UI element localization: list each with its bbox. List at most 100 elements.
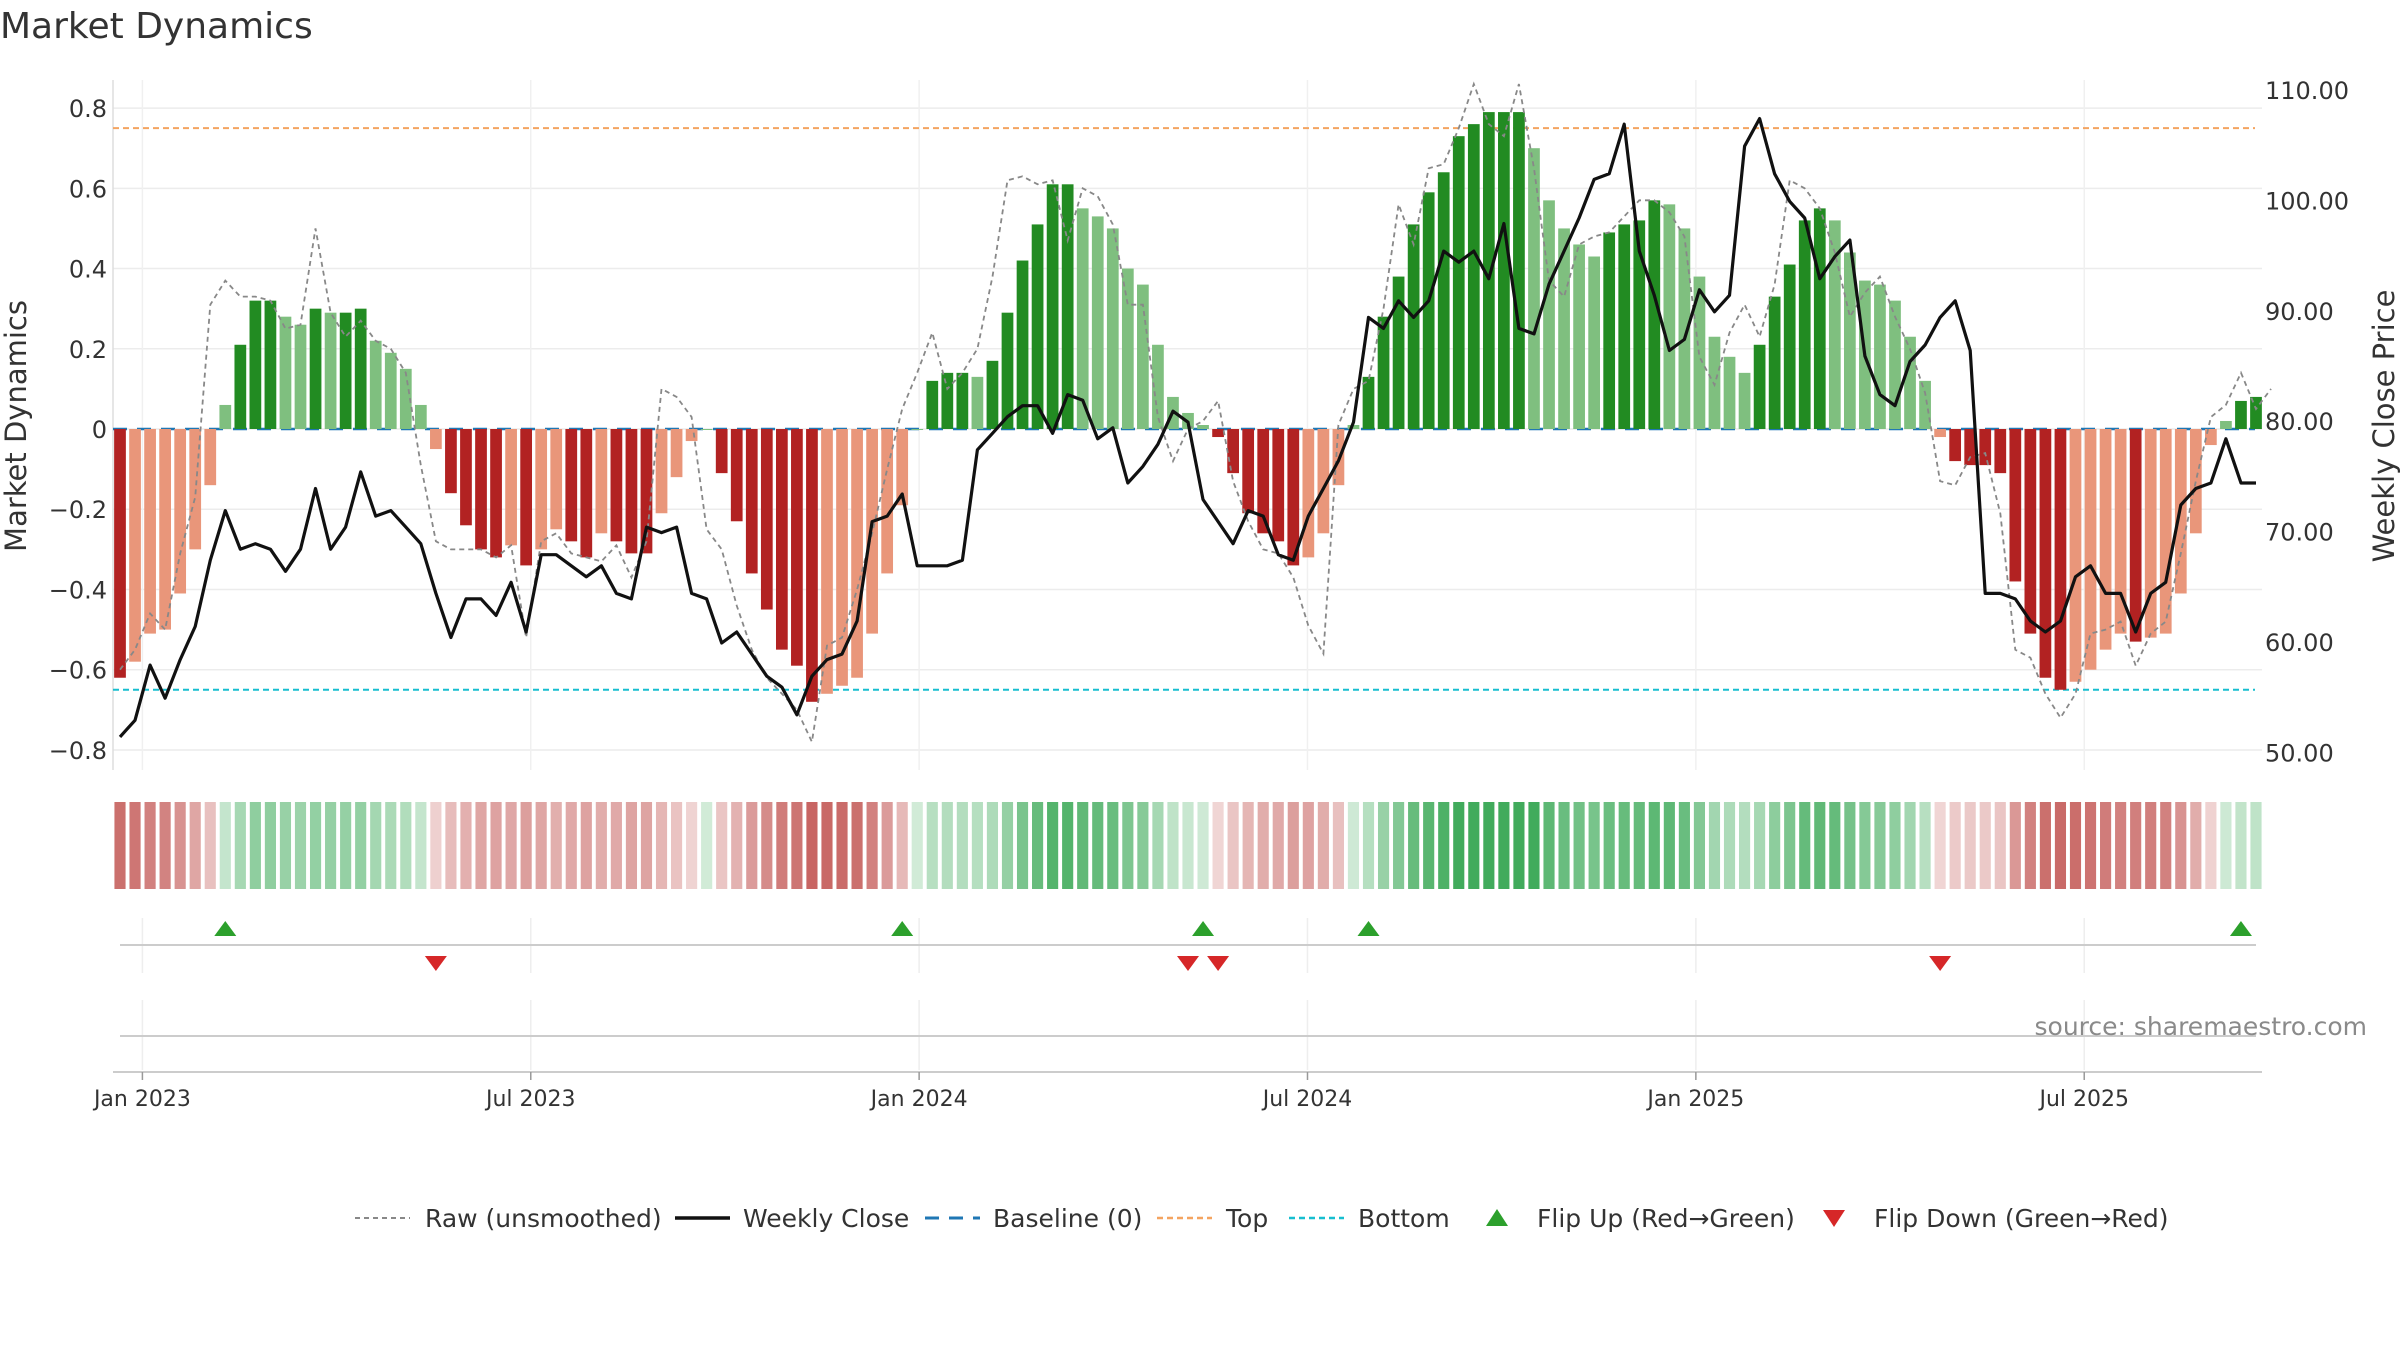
- dynamics-bar: [174, 429, 187, 594]
- dynamics-bar: [1573, 244, 1585, 430]
- heat-cell: [1784, 802, 1796, 889]
- dynamics-bar: [926, 380, 939, 430]
- heat-cell: [2009, 802, 2021, 889]
- heat-cell: [1904, 802, 1916, 889]
- dynamics-bar: [505, 429, 517, 546]
- heat-cell: [1543, 802, 1555, 889]
- x-tick-label: Jan 2024: [869, 1087, 968, 1112]
- heat-cell: [701, 802, 713, 889]
- legend-swatch: [1823, 1210, 1845, 1227]
- dynamics-bar: [1949, 429, 1962, 462]
- flip-markers-panel: [120, 918, 2256, 973]
- left-tick-label: 0.6: [69, 175, 107, 203]
- legend-item: Top: [1157, 1204, 1268, 1233]
- heat-cell: [776, 802, 788, 889]
- heat-cell: [159, 802, 171, 889]
- dynamics-bar: [836, 429, 848, 686]
- heat-cell: [746, 802, 758, 889]
- heat-cell: [430, 802, 442, 889]
- dynamics-bar: [625, 429, 638, 554]
- heat-cell: [881, 802, 893, 889]
- heat-cell: [2130, 802, 2142, 889]
- heat-cell: [1032, 802, 1044, 889]
- legend-label: Weekly Close: [743, 1204, 909, 1233]
- dynamics-bar: [369, 340, 382, 430]
- heat-cell: [791, 802, 803, 889]
- legend: Raw (unsmoothed) Weekly Close Baseline (0)…: [355, 1204, 2169, 1233]
- heat-cell: [2024, 802, 2036, 889]
- dynamics-bar: [1979, 429, 1992, 466]
- heat-cell: [535, 802, 547, 889]
- heat-cell: [219, 802, 231, 889]
- heat-cell: [565, 802, 577, 889]
- weekly-close-line: [118, 116, 2256, 738]
- dynamics-bar: [2220, 420, 2232, 430]
- dynamics-bar: [475, 429, 487, 550]
- heat-cell: [1663, 802, 1675, 889]
- heat-cell: [716, 802, 728, 889]
- dynamics-bar: [490, 429, 502, 558]
- right-axis-label: Weekly Close Price: [2367, 290, 2400, 563]
- legend-swatch: [1486, 1209, 1508, 1226]
- heat-cell: [1693, 802, 1706, 889]
- dynamics-bar: [1046, 184, 1059, 430]
- dynamics-bar: [1287, 429, 1300, 566]
- heat-cell: [866, 802, 878, 889]
- heat-cell: [1708, 802, 1721, 889]
- right-tick-label: 70.00: [2265, 519, 2334, 547]
- legend-item: Flip Up (Red→Green): [1486, 1204, 1795, 1233]
- dynamics-bar: [595, 429, 608, 534]
- flip-down-marker: [1207, 956, 1230, 971]
- heat-cell: [129, 802, 141, 889]
- dynamics-bar: [1091, 216, 1104, 430]
- heat-cell: [2069, 802, 2082, 889]
- dynamics-bars: [114, 112, 2262, 702]
- heat-cell: [204, 802, 216, 889]
- heat-cell: [851, 802, 863, 889]
- left-tick-label: 0: [92, 416, 107, 444]
- heat-cell: [1453, 802, 1465, 889]
- left-axis-label: Market Dynamics: [0, 300, 33, 552]
- source-note: source: sharemaestro.com: [2035, 1012, 2368, 1041]
- raw-line: [119, 81, 2272, 745]
- dynamics-bar: [1407, 224, 1420, 430]
- dynamics-bar: [2159, 429, 2172, 634]
- dynamics-bar: [2189, 429, 2202, 534]
- heat-cell: [1062, 802, 1074, 889]
- heat-cell: [1949, 802, 1961, 889]
- heat-cell: [1814, 802, 1826, 889]
- heat-cell: [1723, 802, 1736, 889]
- heat-cell: [625, 802, 638, 889]
- left-tick-label: 0.8: [69, 95, 107, 123]
- dynamics-bar: [129, 429, 141, 662]
- heat-cell: [1347, 802, 1360, 889]
- heat-cell: [1122, 802, 1134, 889]
- heat-cell: [1182, 802, 1194, 889]
- dynamics-bar: [1708, 336, 1721, 430]
- dynamics-bar: [550, 429, 563, 530]
- heat-cell: [1979, 802, 1991, 889]
- left-axis-ticks: 0.8 0.6 0.4 0.2 0 −0.2 −0.4 −0.6 −0.8: [49, 95, 107, 765]
- heat-cell: [114, 802, 126, 889]
- legend-label: Top: [1225, 1204, 1268, 1233]
- heat-cell: [1257, 802, 1269, 889]
- heat-cell: [189, 802, 201, 889]
- dynamics-bar: [1061, 184, 1074, 430]
- heat-cell: [490, 802, 502, 889]
- heat-cell: [670, 802, 683, 889]
- heat-cell: [1152, 802, 1164, 889]
- heat-cell: [2175, 802, 2187, 889]
- heat-cell: [1648, 802, 1660, 889]
- dynamics-bar: [745, 429, 758, 574]
- heat-cell: [2160, 802, 2172, 889]
- heat-cell: [1332, 802, 1344, 889]
- heat-cell: [2205, 802, 2217, 889]
- heat-cell: [279, 802, 292, 889]
- heat-cell: [2235, 802, 2247, 889]
- heat-cell: [971, 802, 983, 889]
- flip-down-marker: [424, 956, 447, 971]
- heat-cell: [686, 802, 698, 889]
- dynamics-bar: [2054, 429, 2067, 690]
- left-tick-label: 0.4: [69, 256, 107, 284]
